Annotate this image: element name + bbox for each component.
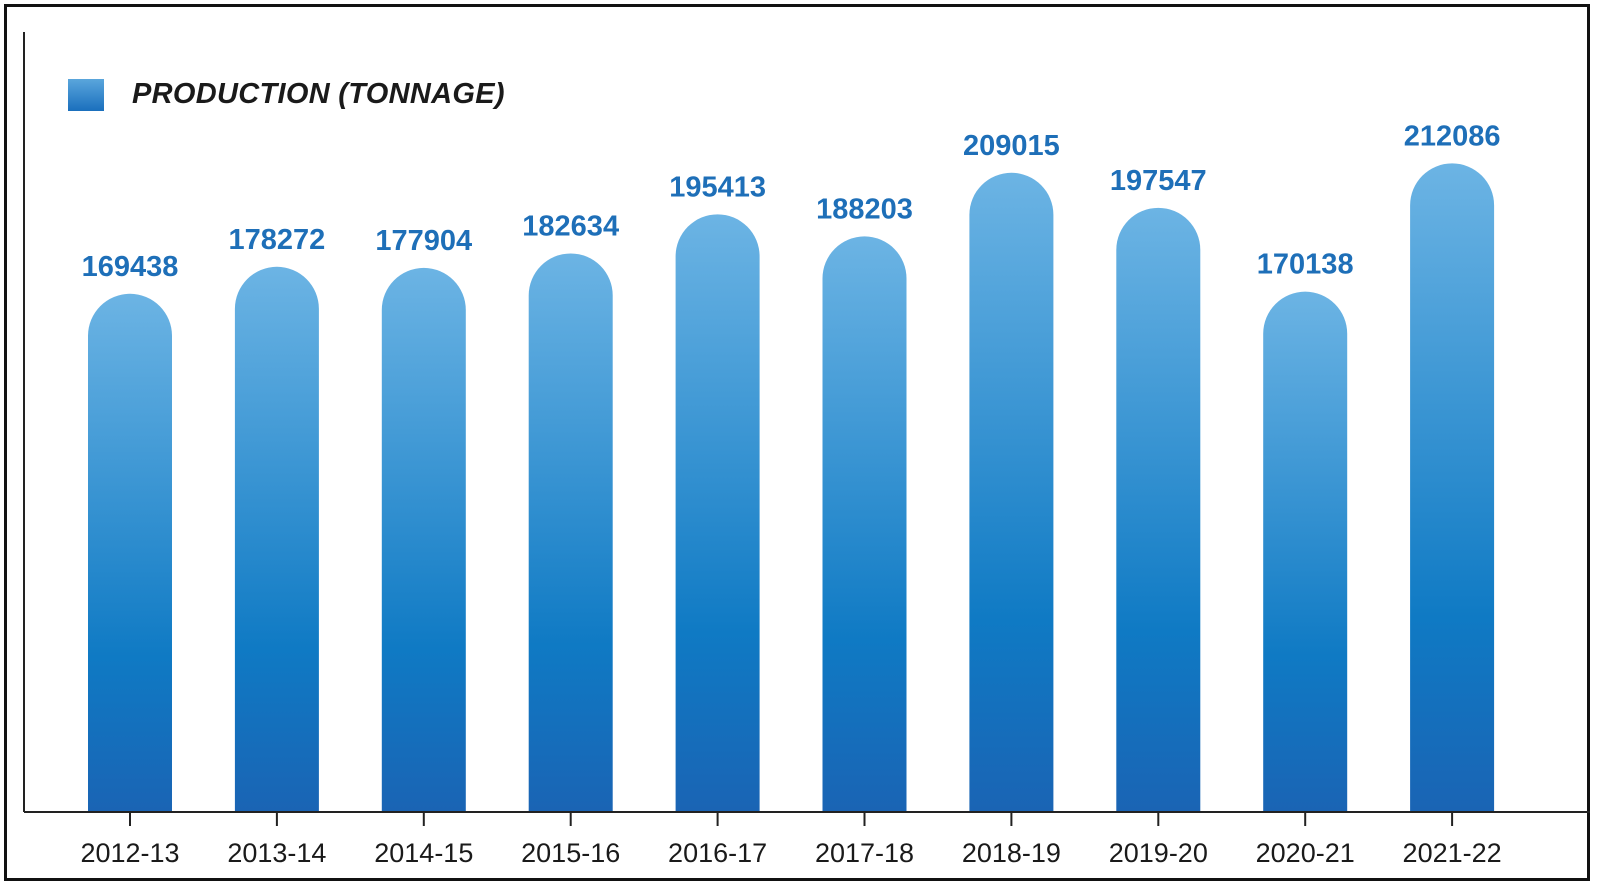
x-tick-label-2016-17: 2016-17	[668, 838, 767, 868]
bar-2016-17	[675, 214, 760, 812]
bar-2015-16	[528, 253, 613, 812]
x-tick-label-2015-16: 2015-16	[521, 838, 620, 868]
x-tick-label-2019-20: 2019-20	[1109, 838, 1208, 868]
x-tick-label-2017-18: 2017-18	[815, 838, 914, 868]
bar-2012-13	[88, 293, 172, 812]
x-ticks-group: 2012-13 2013-14 2014-15 2015-16 2016-17 2017-…	[80, 812, 1502, 868]
value-labels-group: 169438 178272 177904 182634 195413 188203 2090…	[82, 120, 1501, 282]
bar-2019-20	[1116, 207, 1201, 812]
value-label-2020-21: 170138	[1257, 249, 1354, 281]
bar-2018-19	[969, 172, 1054, 812]
value-label-2019-20: 197547	[1110, 165, 1207, 197]
x-tick-label-2018-19: 2018-19	[962, 838, 1061, 868]
value-label-2021-22: 212086	[1404, 120, 1501, 152]
x-tick-label-2013-14: 2013-14	[227, 838, 326, 868]
bars-group	[88, 163, 1495, 813]
bar-2013-14	[234, 266, 319, 812]
value-label-2018-19: 209015	[963, 130, 1060, 162]
value-label-2015-16: 182634	[522, 210, 619, 242]
bar-2014-15	[381, 267, 466, 812]
bar-2017-18	[822, 236, 907, 812]
value-label-2012-13: 169438	[82, 251, 179, 283]
x-tick-label-2012-13: 2012-13	[80, 838, 179, 868]
value-label-2013-14: 178272	[229, 224, 326, 256]
bar-2020-21	[1263, 291, 1348, 813]
value-label-2017-18: 188203	[816, 193, 913, 225]
value-label-2016-17: 195413	[669, 171, 766, 203]
chart-frame	[4, 4, 1590, 881]
x-tick-label-2021-22: 2021-22	[1403, 838, 1502, 868]
x-tick-label-2020-21: 2020-21	[1256, 838, 1355, 868]
legend-swatch	[68, 78, 104, 111]
x-tick-label-2014-15: 2014-15	[374, 838, 473, 868]
legend: PRODUCTION (TONNAGE)	[68, 78, 505, 111]
bar-2021-22	[1410, 163, 1495, 813]
value-label-2014-15: 177904	[375, 225, 472, 257]
legend-label: PRODUCTION (TONNAGE)	[132, 78, 505, 110]
